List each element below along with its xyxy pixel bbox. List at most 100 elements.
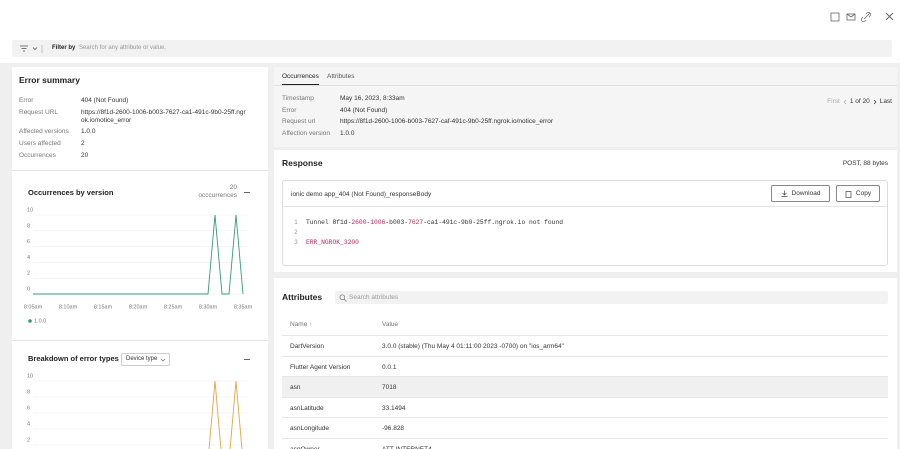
filter-label: Filter by bbox=[52, 45, 76, 51]
pagination: First 1 of 20 Last bbox=[827, 98, 892, 105]
attributes-title: Attributes bbox=[282, 292, 323, 302]
collapse-icon[interactable] bbox=[244, 359, 250, 360]
icon-report[interactable] bbox=[830, 12, 840, 22]
summary-label: Request URL bbox=[19, 109, 59, 116]
chart-title: Occurrences by version bbox=[28, 188, 114, 197]
summary-value: 20 bbox=[81, 152, 89, 159]
file-name: ionic demo app_404 (Not Found)_responseB… bbox=[291, 191, 432, 198]
download-icon bbox=[781, 190, 788, 197]
copy-button[interactable]: Copy bbox=[836, 185, 880, 202]
x-tick-label: 8:05am bbox=[24, 304, 43, 310]
response-box: ionic demo app_404 (Not Found)_responseB… bbox=[282, 180, 888, 266]
table-row: Flutter Agent Version 0.0.1 bbox=[282, 355, 888, 378]
code-line: Tunnel 8f1d-2600-1006-b003-7627-ca1-491c… bbox=[306, 219, 563, 226]
divider bbox=[283, 206, 887, 207]
column-header: Value bbox=[382, 321, 399, 328]
x-tick-label: 8:10am bbox=[59, 304, 78, 310]
chart-total: 20 bbox=[229, 184, 237, 191]
filter-input[interactable]: Search for any attribute or value. bbox=[79, 45, 167, 51]
summary-label: Error bbox=[19, 97, 34, 104]
x-tick-label: 8:30am bbox=[199, 304, 218, 310]
code-segment: ERR_NGROK_3200 bbox=[306, 239, 359, 246]
filter-icon[interactable] bbox=[18, 44, 58, 54]
detail-label: Affection version bbox=[282, 129, 330, 137]
attribute-name: Flutter Agent Version bbox=[290, 363, 351, 371]
table-row: asnLatitude 33.1494 bbox=[282, 396, 888, 419]
next[interactable] bbox=[873, 99, 877, 105]
search-placeholder: Search attributes bbox=[349, 294, 399, 301]
detail-value: https://8f1d-2600-1006-b003-7627-caf-491… bbox=[340, 118, 554, 125]
column-header[interactable]: Name ↑ bbox=[290, 321, 313, 328]
line-number: 1 bbox=[294, 219, 298, 226]
tab[interactable]: Occurrences bbox=[282, 73, 319, 85]
detail-value: 1.0.0 bbox=[340, 129, 355, 137]
icon-mail[interactable] bbox=[846, 13, 856, 21]
response-meta: POST, 88 bytes bbox=[842, 160, 888, 167]
chart-total-label: occcurrences bbox=[198, 192, 237, 199]
line bbox=[208, 380, 243, 449]
detail-label: Timestamp bbox=[282, 95, 314, 102]
collapse-icon[interactable] bbox=[244, 192, 250, 193]
code-segment: -ca1-491c-9b0-25ff.ngrok.io not found bbox=[423, 219, 564, 226]
x-tick-label: 8:15am bbox=[94, 304, 113, 310]
x-tick-label: 8:20am bbox=[129, 304, 148, 310]
line bbox=[33, 214, 244, 295]
line-number: 3 bbox=[294, 239, 298, 246]
charts: 0 2 4 6 8 10 8:05am 8:10am 8:15am 8:20am 8:25am 8:3… bbox=[24, 207, 253, 449]
y-tick-label: 2 bbox=[27, 271, 30, 277]
summary-value: 2 bbox=[81, 140, 85, 147]
table-row: asn 7018 bbox=[282, 376, 888, 398]
download-button[interactable]: Download bbox=[771, 185, 830, 202]
table-row: DartVersion 3.0.0 (stable) (Thu May 4 01:… bbox=[282, 335, 888, 357]
summary-label: Affected versions bbox=[19, 128, 69, 135]
last[interactable]: Last bbox=[879, 98, 892, 105]
attribute-name: asnLongitude bbox=[290, 425, 330, 432]
y-tick-label: 6 bbox=[27, 405, 30, 411]
y-tick-label: 4 bbox=[27, 255, 30, 261]
header-icons bbox=[830, 12, 894, 22]
attribute-name: asnOwner bbox=[290, 445, 320, 449]
attribute-value: 7018 bbox=[382, 384, 397, 391]
y-tick-label: 6 bbox=[27, 239, 30, 245]
detail-value: May 16, 2023, 8:33am bbox=[340, 95, 405, 102]
y-tick-label: 2 bbox=[27, 437, 30, 443]
attribute-value: 3.0.0 (stable) (Thu May 4 01:11:00 2023 … bbox=[382, 343, 564, 350]
summary-label: Occurrences bbox=[19, 152, 56, 159]
summary-value: https://8f1d-2600-1006-b003-7627-ca1-491… bbox=[81, 109, 246, 124]
divider bbox=[12, 170, 268, 171]
table-row: asnOwner ATT-INTERNET4 bbox=[282, 437, 888, 449]
dropdown[interactable]: Device type bbox=[121, 353, 171, 366]
legend-label: 1.0.0 bbox=[34, 318, 46, 324]
code-segment: -b003- bbox=[385, 219, 409, 226]
first[interactable]: First bbox=[827, 98, 840, 105]
x-tick-label: 8:25am bbox=[164, 304, 183, 310]
attribute-name: DartVersion bbox=[290, 343, 324, 350]
summary-value: 404 (Not Found) bbox=[81, 97, 129, 104]
copy-label: Copy bbox=[855, 190, 872, 197]
summary-panel: Error summary Error 404 (Not Found) Reques… bbox=[12, 67, 268, 449]
tab[interactable]: Attributes bbox=[327, 73, 355, 80]
code-segment: 7627 bbox=[408, 219, 424, 226]
code-segment: 2600 bbox=[351, 219, 367, 226]
y-tick-label: 4 bbox=[27, 421, 30, 427]
detail-value: 404 (Not Found) bbox=[340, 106, 388, 114]
y-tick-label: 10 bbox=[27, 207, 33, 213]
chart-title: Breakdown of error types bbox=[28, 354, 119, 363]
dropdown-label: Device type bbox=[126, 356, 158, 362]
summary-title: Error summary bbox=[19, 75, 80, 85]
attribute-name: asnLatitude bbox=[290, 404, 324, 412]
detail-label: Request url bbox=[282, 118, 316, 125]
page-position: 1 of 20 bbox=[849, 98, 870, 105]
icon-close[interactable] bbox=[885, 12, 894, 21]
icon-link[interactable] bbox=[861, 12, 871, 22]
copy-icon bbox=[845, 190, 852, 198]
response-panel: Response POST, 88 bytes ionic demo app_4… bbox=[274, 150, 897, 272]
table-row: asnLongitude -96.828 bbox=[282, 417, 888, 439]
attribute-search[interactable]: Search attributes bbox=[335, 291, 888, 304]
response-title: Response bbox=[282, 158, 323, 168]
y-tick-label: 10 bbox=[27, 373, 33, 379]
filter-bar[interactable]: Filter by Search for any attribute or va… bbox=[12, 40, 892, 57]
line-number: 2 bbox=[294, 229, 298, 236]
code-segment: Tunnel 8f1d- bbox=[306, 219, 352, 226]
prev[interactable] bbox=[843, 99, 847, 105]
